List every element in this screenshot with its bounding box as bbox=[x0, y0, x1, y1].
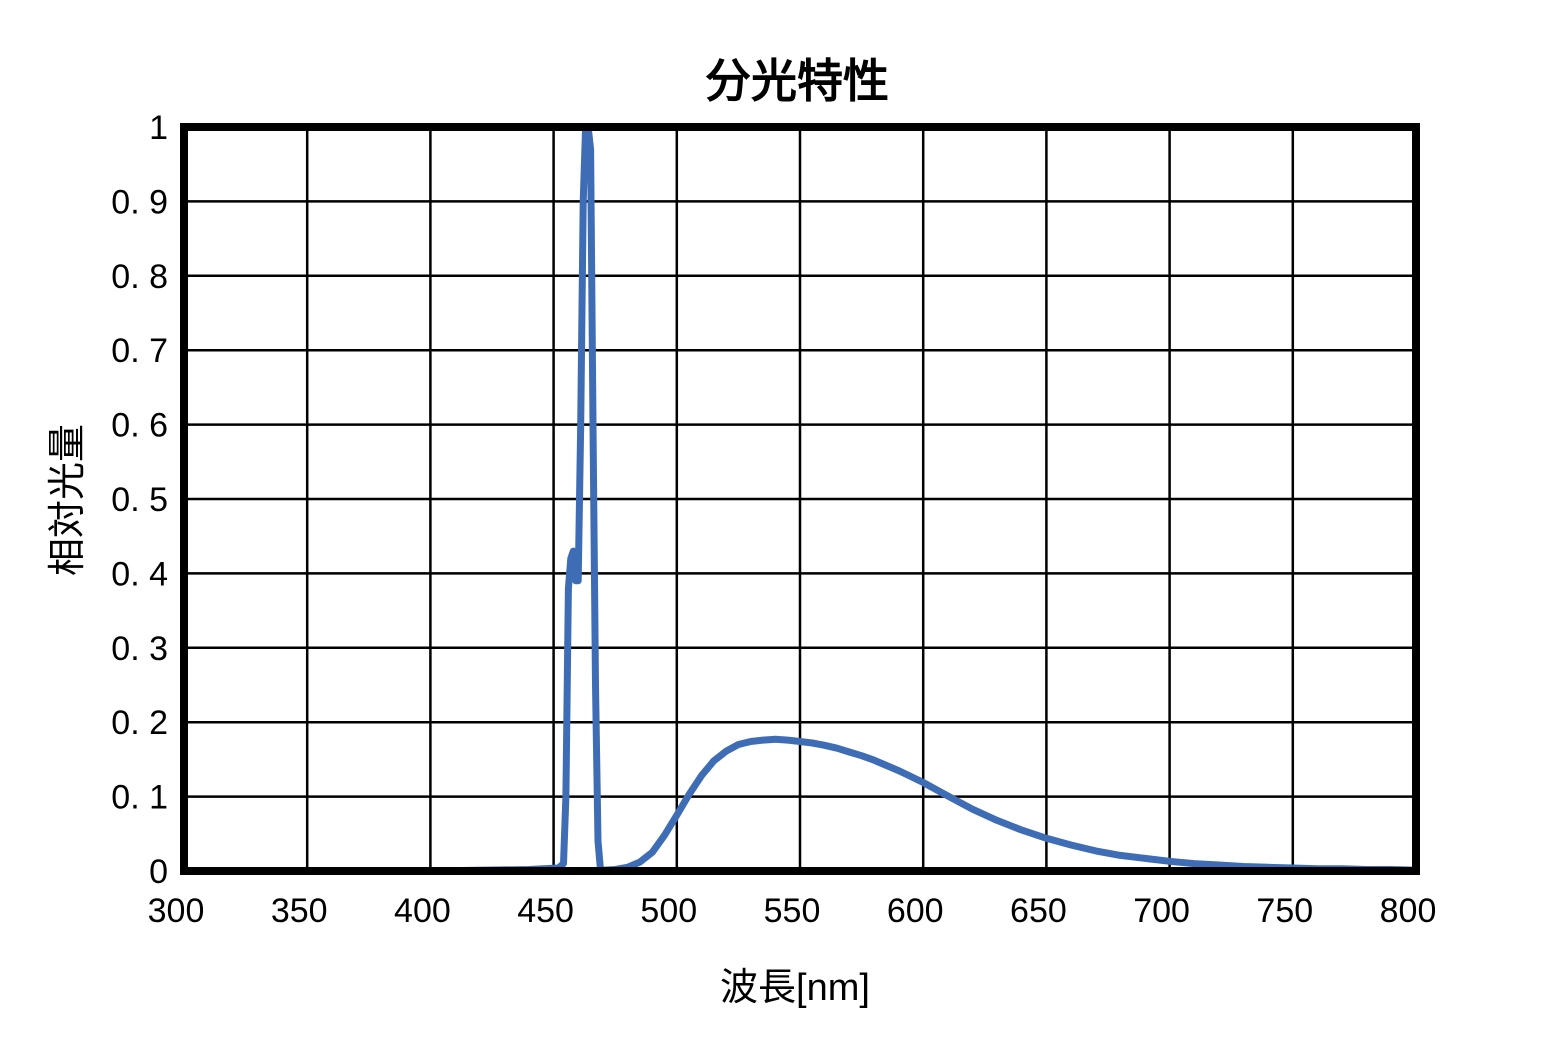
y-tick-label: 0. 8 bbox=[111, 258, 168, 296]
grid-lines bbox=[182, 125, 1418, 873]
x-axis-label: 波長[nm] bbox=[720, 967, 870, 1009]
y-tick-label: 0 bbox=[149, 853, 168, 891]
y-tick-label: 0. 7 bbox=[111, 332, 168, 370]
x-tick-label: 350 bbox=[271, 892, 328, 930]
y-tick-label: 0. 6 bbox=[111, 407, 168, 445]
x-tick-label: 600 bbox=[887, 892, 944, 930]
x-tick-label: 800 bbox=[1380, 892, 1437, 930]
x-tick-label: 650 bbox=[1010, 892, 1067, 930]
y-tick-label: 0. 1 bbox=[111, 779, 168, 817]
x-tick-label: 300 bbox=[148, 892, 205, 930]
x-axis-tick-labels: 300 350 400 450 500 550 600 650 700 750 800 bbox=[148, 892, 1437, 930]
y-tick-label: 0. 4 bbox=[111, 555, 168, 593]
x-tick-label: 550 bbox=[764, 892, 821, 930]
y-tick-label: 0. 2 bbox=[111, 704, 168, 742]
spectrum-line bbox=[180, 123, 1420, 875]
y-tick-label: 0. 9 bbox=[111, 183, 168, 221]
y-tick-label: 1 bbox=[149, 109, 168, 147]
plot-frame bbox=[180, 123, 1420, 875]
x-tick-label: 500 bbox=[640, 892, 697, 930]
x-tick-label: 750 bbox=[1256, 892, 1313, 930]
chart-title: 分光特性 bbox=[705, 55, 889, 107]
y-tick-label: 0. 5 bbox=[111, 481, 168, 519]
x-tick-label: 700 bbox=[1133, 892, 1190, 930]
x-tick-label: 400 bbox=[394, 892, 451, 930]
x-tick-label: 450 bbox=[517, 892, 574, 930]
y-axis-tick-labels: 0 0. 1 0. 2 0. 3 0. 4 0. 5 0. 6 0. 7 0. 8 0. 9 1 bbox=[111, 109, 168, 891]
y-tick-label: 0. 3 bbox=[111, 630, 168, 668]
y-axis-label: 相対光量 bbox=[47, 424, 89, 576]
